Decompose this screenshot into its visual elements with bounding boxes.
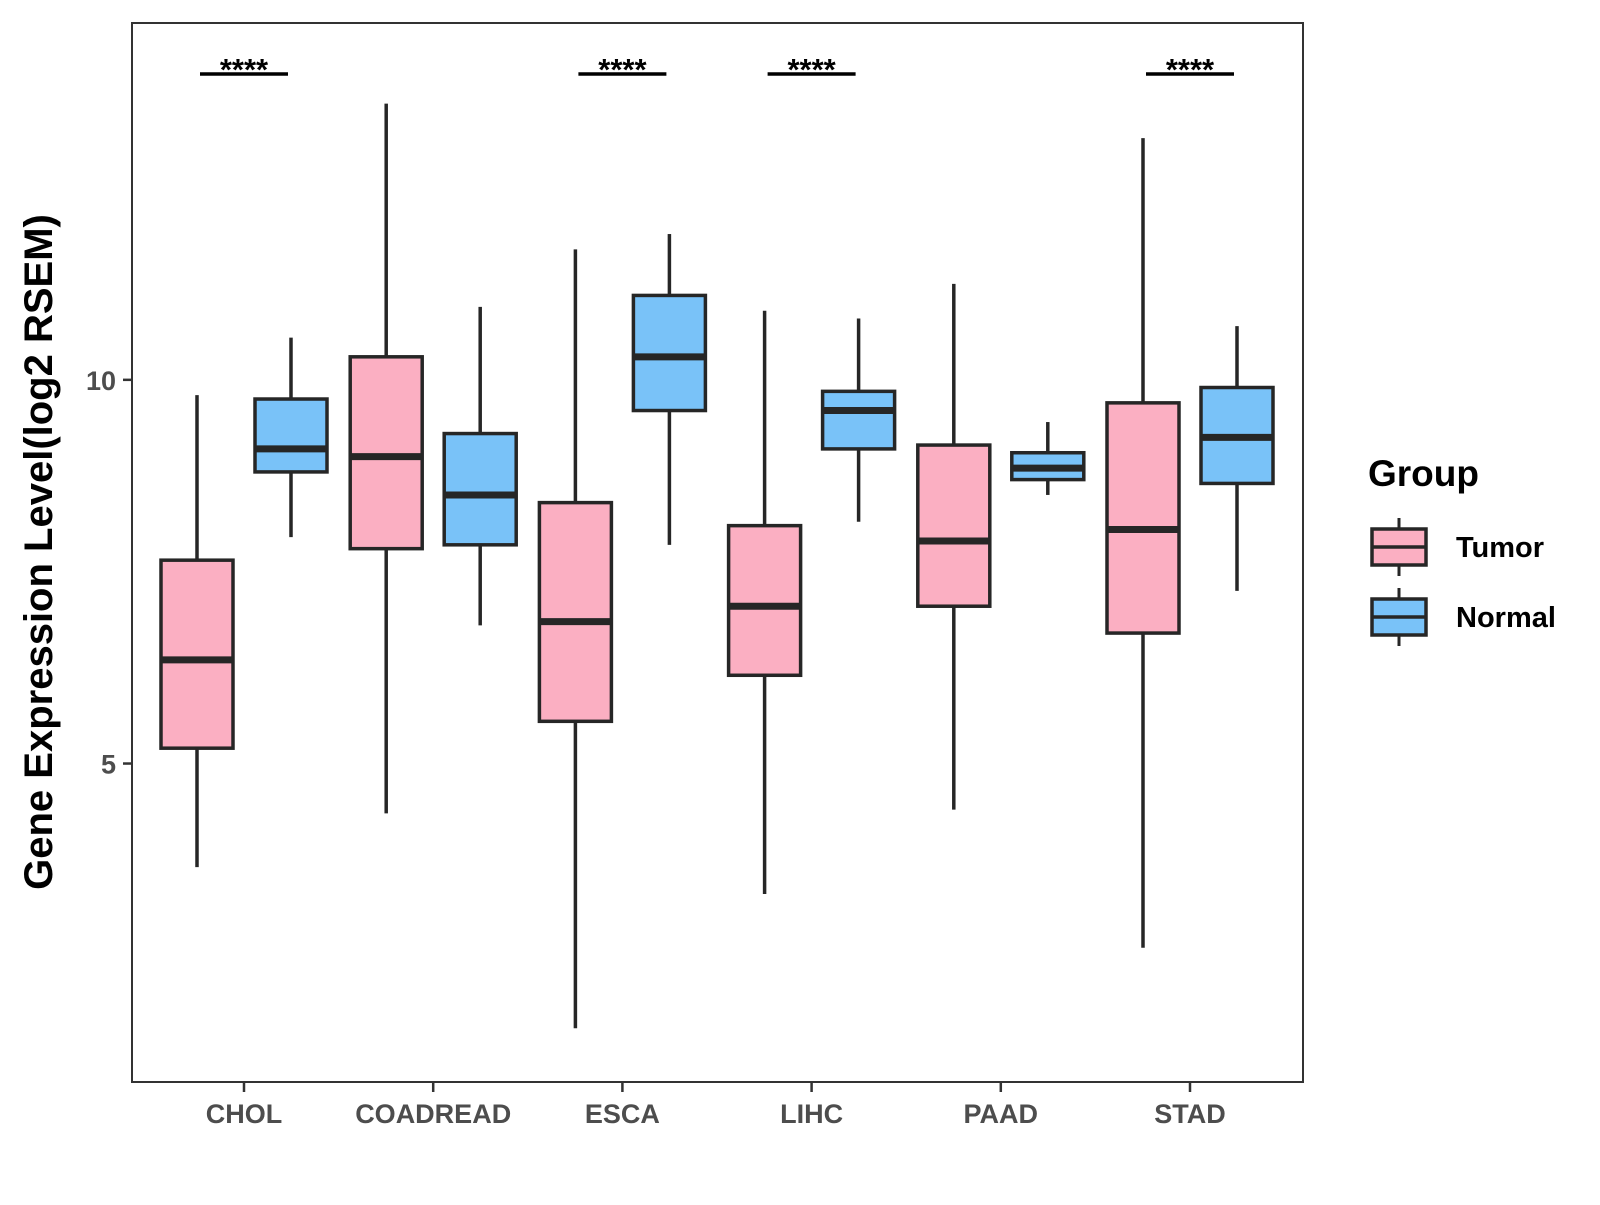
significance-label-esca: **** <box>598 52 647 87</box>
tumor-lihc-box <box>726 523 803 678</box>
x-tick-label-stad: STAD <box>1154 1099 1226 1129</box>
normal-lihc-box <box>820 389 897 451</box>
significance-label-chol: **** <box>220 52 269 87</box>
significance-label-lihc: **** <box>787 52 836 87</box>
normal-esca-box <box>631 293 708 413</box>
axes: 5 10 CHOL COADREAD ESCA LIHC PAAD STAD <box>86 366 1226 1129</box>
tumor-coadread-box <box>348 355 424 551</box>
legend: Group Tumor Normal <box>1368 453 1556 646</box>
normal-chol-box <box>253 397 329 474</box>
legend-label-tumor: Tumor <box>1456 532 1544 564</box>
x-tick-label-lihc: LIHC <box>780 1099 843 1129</box>
tumor-esca-box <box>537 500 614 724</box>
tumor-stad-box <box>1105 401 1181 635</box>
significance-label-stad: **** <box>1166 52 1215 87</box>
y-tick-label-10: 10 <box>86 366 116 396</box>
tumor-paad-box <box>916 443 992 608</box>
y-axis-title: Gene Expression Level(log2 RSEM) <box>17 214 61 890</box>
x-tick-label-coadread: COADREAD <box>355 1099 511 1129</box>
normal-coadread-box <box>442 431 518 547</box>
legend-label-normal: Normal <box>1456 602 1556 634</box>
x-tick-label-esca: ESCA <box>585 1099 660 1129</box>
y-tick-label-5: 5 <box>101 750 116 780</box>
x-tick-label-paad: PAAD <box>964 1099 1039 1129</box>
tumor-chol-box <box>159 558 235 750</box>
x-tick-label-chol: CHOL <box>206 1099 283 1129</box>
plot-marks: **** **** **** **** <box>159 52 1275 1029</box>
legend-title: Group <box>1368 453 1479 494</box>
